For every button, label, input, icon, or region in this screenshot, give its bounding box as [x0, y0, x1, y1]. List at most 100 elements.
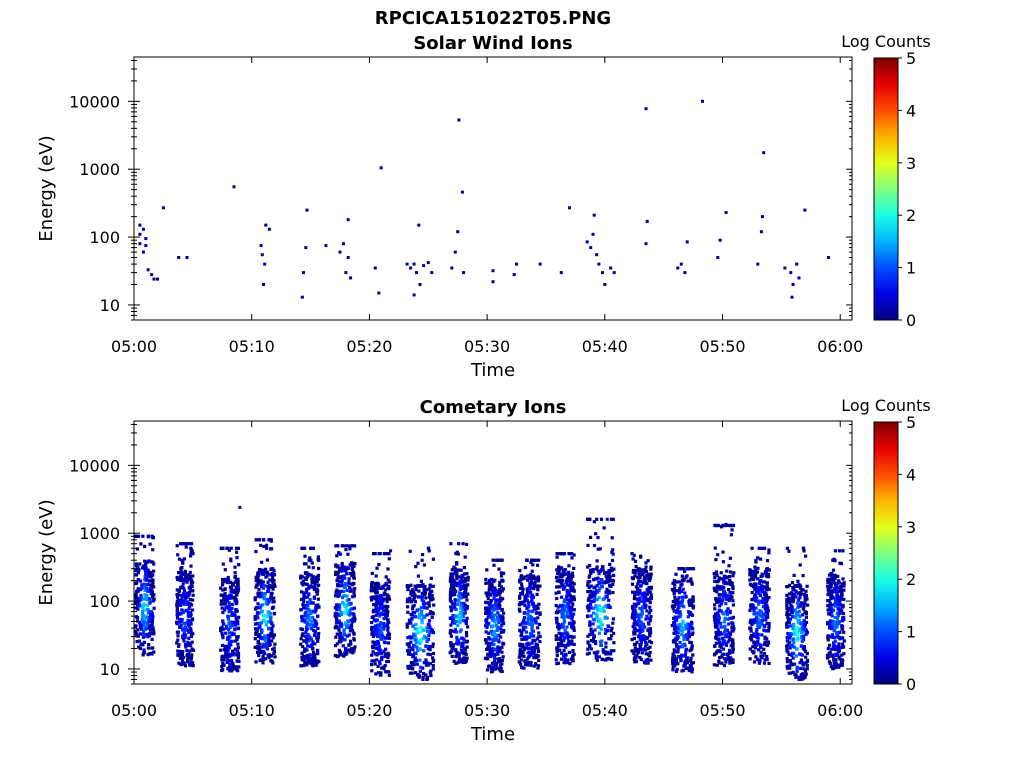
data-cell [412, 592, 416, 596]
data-cell [789, 271, 793, 275]
data-cell [188, 570, 192, 574]
data-cell [301, 632, 305, 636]
data-cell [719, 645, 723, 649]
data-cell [765, 621, 769, 626]
data-cell [713, 546, 717, 550]
data-cell [728, 523, 732, 528]
data-cell [185, 648, 189, 653]
data-cell [497, 660, 501, 664]
data-cell [266, 580, 270, 584]
data-cell [523, 595, 527, 599]
data-cell [313, 582, 317, 586]
data-cell [313, 618, 317, 622]
data-cell [763, 643, 767, 647]
data-cell [761, 580, 765, 584]
data-cell [175, 616, 180, 620]
data-cell [316, 648, 320, 652]
data-cell [637, 601, 641, 605]
data-cell [674, 643, 679, 647]
data-cell [352, 575, 356, 579]
data-cell [567, 564, 571, 568]
data-cell [413, 593, 417, 597]
data-cell [420, 592, 424, 596]
data-cell [303, 655, 307, 659]
data-cell [226, 575, 230, 580]
data-cell [798, 591, 803, 595]
data-cell [729, 594, 733, 598]
data-cell [633, 658, 637, 662]
data-cell [586, 517, 590, 521]
data-cell [644, 617, 648, 621]
data-cell [428, 648, 432, 652]
data-cell [230, 611, 235, 615]
data-cell [256, 591, 260, 595]
data-cell [758, 582, 762, 586]
data-cell [138, 620, 142, 624]
data-cell [421, 584, 425, 589]
data-cell [599, 581, 603, 585]
data-cell [146, 646, 150, 650]
data-cell [233, 595, 237, 599]
data-cell [760, 590, 765, 594]
data-cell [427, 549, 431, 553]
data-cell [563, 585, 567, 589]
data-cell [261, 572, 265, 576]
data-cell [641, 581, 645, 585]
data-cell [728, 637, 732, 641]
data-cell [532, 607, 537, 611]
data-cell [607, 637, 611, 641]
data-cell [499, 635, 503, 639]
data-cell [149, 632, 153, 636]
data-cell [430, 593, 434, 597]
data-cell [762, 652, 767, 656]
data-cell [801, 676, 805, 680]
data-cell [486, 592, 490, 596]
data-cell [427, 604, 431, 608]
data-cell [757, 661, 761, 665]
data-cell [178, 625, 182, 629]
data-cell [420, 598, 424, 602]
data-cell [188, 619, 192, 623]
data-cell [179, 575, 183, 579]
data-cell [765, 585, 769, 589]
data-cell [585, 240, 589, 244]
data-cell [837, 549, 842, 553]
data-cell [763, 629, 767, 633]
data-cell [727, 564, 731, 568]
data-cell [764, 571, 768, 575]
data-cell [223, 602, 227, 606]
data-cell [408, 671, 412, 675]
data-cell [496, 627, 500, 631]
data-cell [459, 628, 463, 632]
data-cell [146, 622, 150, 626]
data-cell [501, 655, 505, 659]
data-cell [430, 271, 434, 275]
data-cell [374, 605, 379, 609]
data-cell [648, 650, 652, 655]
data-cell [345, 610, 349, 614]
data-cell [342, 574, 346, 578]
data-cell [388, 580, 392, 584]
data-cell [565, 595, 569, 599]
data-cell [611, 621, 615, 625]
data-cell [753, 593, 757, 597]
data-cell [237, 659, 241, 663]
data-cell [687, 668, 691, 673]
data-cell [339, 610, 343, 614]
data-cell [686, 615, 690, 619]
data-cell [464, 652, 468, 657]
data-cell [141, 609, 145, 613]
data-cell [302, 600, 306, 604]
data-cell [418, 647, 422, 651]
data-cell [537, 658, 541, 662]
data-cell [800, 613, 804, 617]
data-cell [459, 606, 463, 610]
data-cell [380, 606, 385, 610]
data-cell [136, 587, 140, 591]
data-cell [370, 589, 374, 593]
data-cell [643, 591, 647, 595]
data-cell [826, 647, 830, 651]
data-cell [720, 599, 724, 603]
data-cell [266, 633, 271, 637]
data-cell [520, 582, 524, 586]
